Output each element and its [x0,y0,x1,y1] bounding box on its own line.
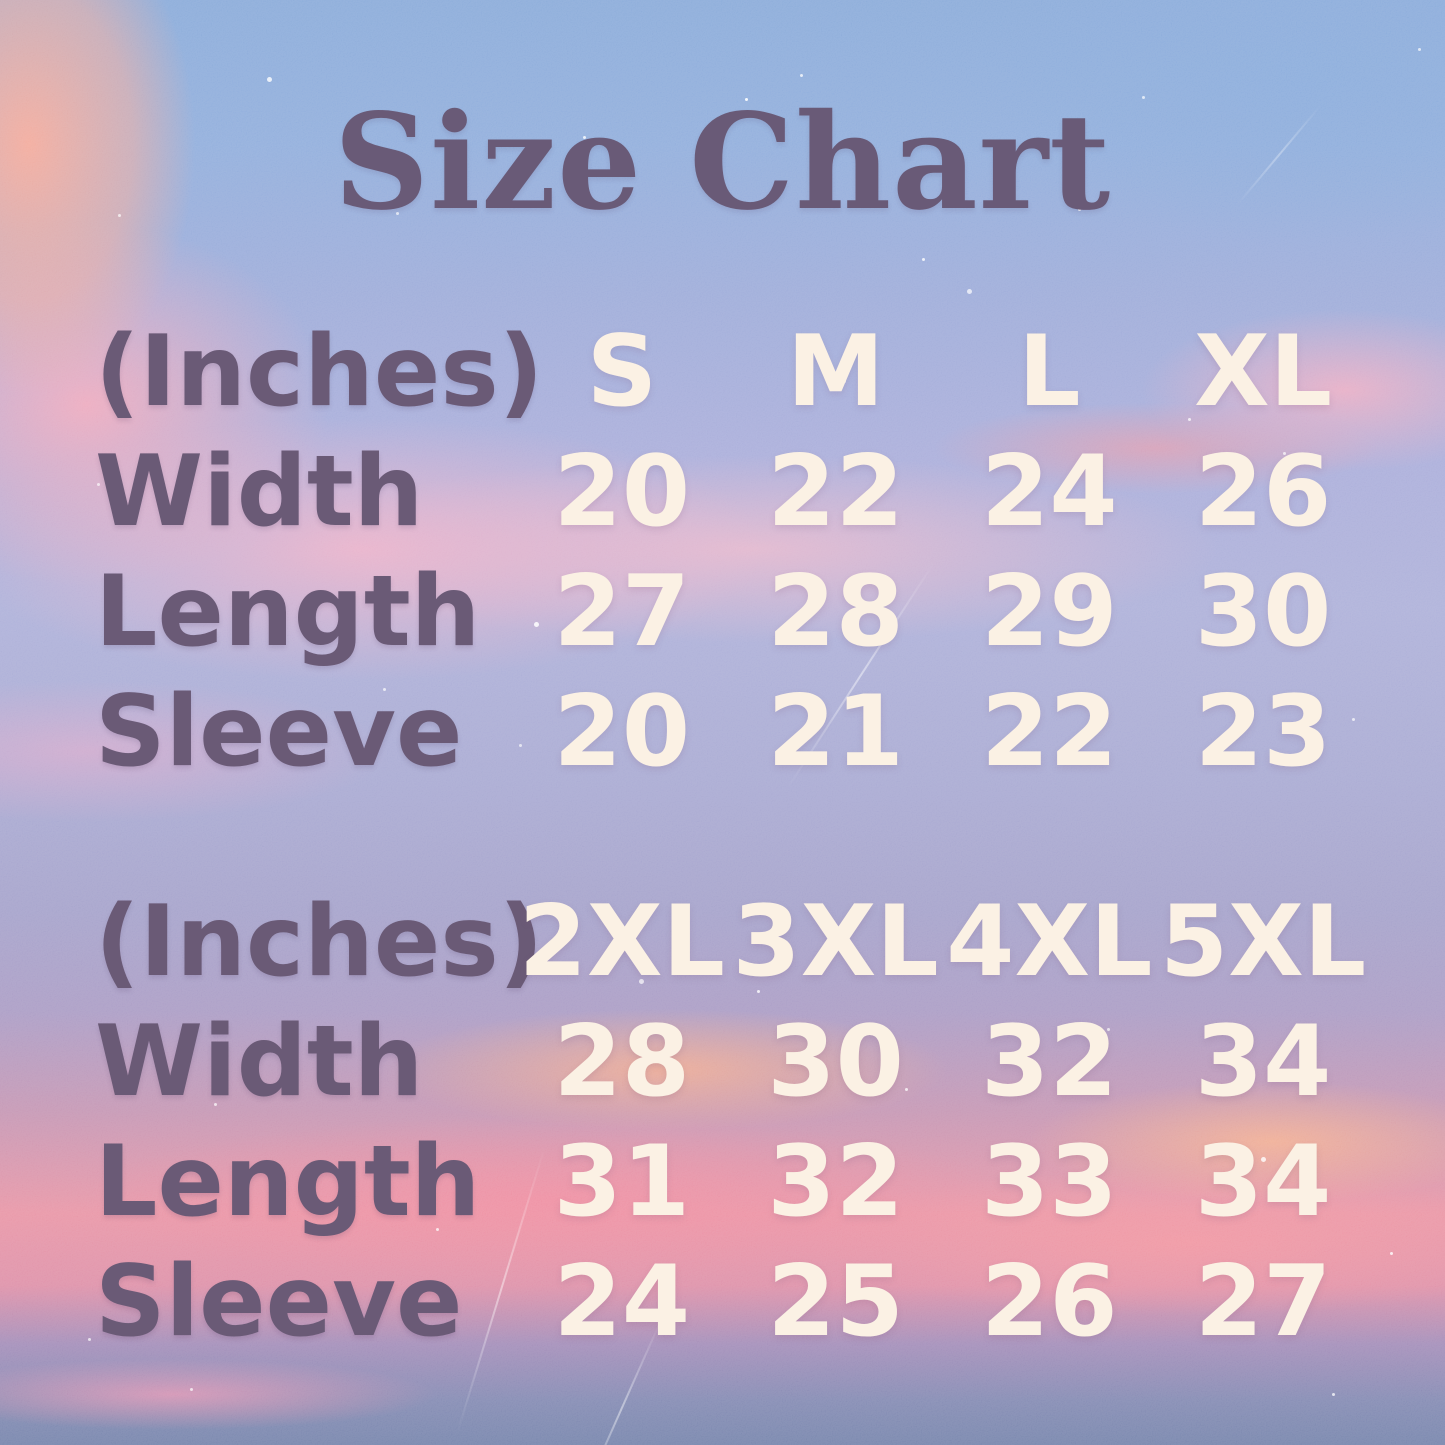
value-sleeve-m: 21 [767,675,904,789]
col-header-5xl: 5XL [1160,885,1367,999]
col-header-s: S [586,315,658,429]
page-title: Size Chart [333,85,1112,240]
value-sleeve-s: 20 [553,675,691,789]
row-label-sleeve: Sleeve [95,675,463,789]
value-length-m: 28 [767,555,904,669]
value-width-2xl: 28 [553,1005,691,1119]
value-width-5xl: 34 [1194,1005,1332,1119]
value-width-4xl: 32 [981,1005,1118,1119]
unit-label: (Inches) [95,315,544,429]
value-width-l: 24 [981,435,1118,549]
value-length-5xl: 34 [1194,1125,1332,1239]
row-label-width: Width [95,1005,424,1119]
value-length-l: 29 [981,555,1118,669]
value-length-s: 27 [553,555,691,669]
row-label-length: Length [95,555,481,669]
col-header-xl: XL [1194,315,1333,429]
col-header-3xl: 3XL [732,885,939,999]
value-sleeve-4xl: 26 [981,1245,1118,1359]
value-length-xl: 30 [1194,555,1332,669]
value-sleeve-l: 22 [981,675,1118,789]
unit-label: (Inches) [95,885,544,999]
value-length-2xl: 31 [553,1125,691,1239]
value-width-3xl: 30 [767,1005,904,1119]
size-table-2xl-to-5xl: (Inches) 2XL 3XL 4XL 5XL Width 28 30 32 … [95,882,1370,1362]
col-header-l: L [1018,315,1081,429]
col-header-4xl: 4XL [946,885,1153,999]
row-label-length: Length [95,1125,481,1239]
row-label-sleeve: Sleeve [95,1245,463,1359]
value-sleeve-xl: 23 [1194,675,1332,789]
value-width-m: 22 [767,435,904,549]
value-sleeve-2xl: 24 [553,1245,691,1359]
value-sleeve-3xl: 25 [767,1245,904,1359]
row-label-width: Width [95,435,424,549]
col-header-m: M [786,315,885,429]
value-width-s: 20 [553,435,691,549]
size-table-s-to-xl: (Inches) S M L XL Width 20 22 24 26 Leng… [95,312,1370,792]
value-length-4xl: 33 [981,1125,1118,1239]
value-width-xl: 26 [1194,435,1332,549]
col-header-2xl: 2XL [518,885,725,999]
value-length-3xl: 32 [767,1125,904,1239]
value-sleeve-5xl: 27 [1194,1245,1332,1359]
